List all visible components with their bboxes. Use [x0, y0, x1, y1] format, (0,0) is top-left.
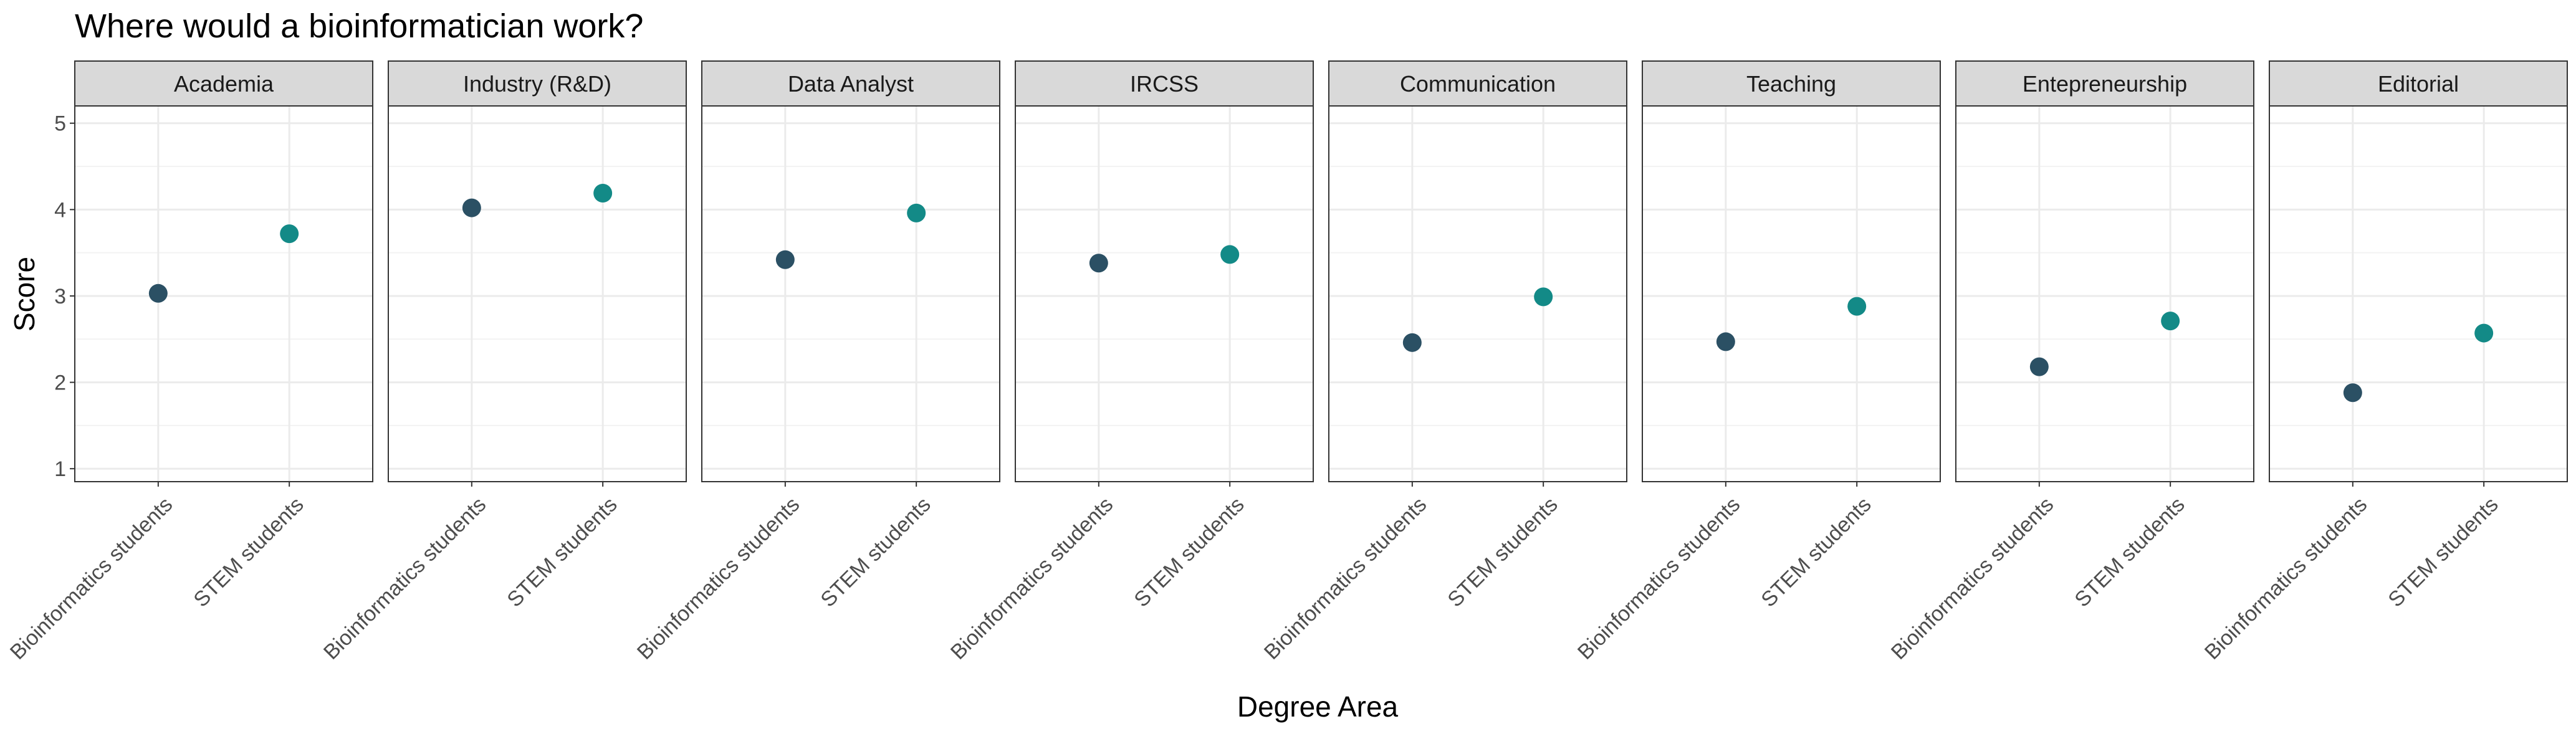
- facet-strip: [1015, 60, 1314, 107]
- x-tick-label: STEM students: [1129, 493, 1248, 612]
- facet-strip: [1955, 60, 2254, 107]
- facet-panel: Communication Bioinformatics students STEM…: [1260, 60, 1627, 664]
- data-point: [1847, 297, 1867, 316]
- x-tick-label: Bioinformatics students: [2200, 493, 2372, 664]
- y-tick-label: 3: [54, 285, 66, 308]
- facet-strip: [2269, 60, 2568, 107]
- data-point: [907, 203, 926, 222]
- facet-panel: Data Analyst Bioinformatics students STEM …: [633, 60, 1000, 664]
- x-tick-label: STEM students: [1443, 493, 1562, 612]
- y-tick-label: 4: [54, 198, 66, 222]
- data-point: [2474, 323, 2494, 343]
- facet-strip-label: IRCSS: [1130, 71, 1199, 97]
- x-tick-label: Bioinformatics students: [1887, 493, 2058, 664]
- x-tick-label: Bioinformatics students: [6, 493, 177, 664]
- data-point: [2029, 357, 2049, 376]
- facet-strip: [388, 60, 687, 107]
- facet-strip: [1642, 60, 1941, 107]
- data-point: [148, 284, 168, 303]
- y-tick-label: 5: [54, 112, 66, 136]
- panel-background: [1329, 106, 1627, 482]
- x-tick-label: STEM students: [1756, 493, 1875, 612]
- facet-panel: Industry (R&D) Bioinformatics students STE…: [319, 60, 687, 664]
- x-tick-label: STEM students: [2070, 493, 2189, 612]
- data-point: [1089, 254, 1108, 273]
- facet-strip-label: Entepreneurship: [2023, 71, 2187, 97]
- panel-background: [1642, 106, 1940, 482]
- data-point: [775, 250, 795, 269]
- x-tick-label: STEM students: [189, 493, 308, 612]
- x-tick-label: Bioinformatics students: [1260, 493, 1431, 664]
- panel-background: [1015, 106, 1313, 482]
- facet-panel: Academia Bioinformatics students STEM stud…: [6, 60, 373, 664]
- facet-strip-label: Data Analyst: [788, 71, 914, 97]
- data-point: [2343, 383, 2362, 403]
- data-point: [1402, 333, 1422, 352]
- x-axis-title: Degree Area: [1237, 690, 1399, 723]
- facet-strip: [74, 60, 373, 107]
- facet-strip: [1328, 60, 1627, 107]
- data-point: [462, 198, 481, 217]
- facet-strip-label: Teaching: [1746, 71, 1836, 97]
- facet-strip-label: Academia: [174, 71, 274, 97]
- facet-panel: Editorial Bioinformatics students STEM stu…: [2200, 60, 2568, 664]
- data-point: [1534, 287, 1553, 307]
- x-tick-label: STEM students: [2383, 493, 2502, 612]
- facet-panel: Entepreneurship Bioinformatics students ST…: [1887, 60, 2254, 664]
- facet-strip-label: Industry (R&D): [463, 71, 611, 97]
- x-tick-label: Bioinformatics students: [946, 493, 1118, 664]
- chart-title: Where would a bioinformatician work?: [75, 7, 643, 45]
- data-point: [1716, 332, 1735, 351]
- y-tick-label: 1: [54, 457, 66, 481]
- facet-strip: [701, 60, 1000, 107]
- data-point: [1220, 245, 1240, 264]
- panel-background: [702, 106, 1000, 482]
- panel-background: [1956, 106, 2254, 482]
- x-tick-label: Bioinformatics students: [633, 493, 804, 664]
- panel-background: [75, 106, 373, 482]
- facet-panel: IRCSS Bioinformatics students STEM student…: [946, 60, 1314, 664]
- y-axis-title: Score: [8, 257, 41, 331]
- x-tick-label: STEM students: [816, 493, 935, 612]
- data-point: [2161, 312, 2180, 331]
- x-tick-label: STEM students: [502, 493, 621, 612]
- x-tick-label: Bioinformatics students: [1573, 493, 1745, 664]
- y-tick-label: 2: [54, 371, 66, 395]
- facet-strip-label: Editorial: [2378, 71, 2459, 97]
- x-tick-label: Bioinformatics students: [319, 493, 491, 664]
- panel-background: [2269, 106, 2567, 482]
- data-point: [593, 184, 613, 203]
- panel-background: [388, 106, 686, 482]
- facet-panel: Teaching Bioinformatics students STEM stud…: [1573, 60, 1941, 664]
- data-point: [280, 224, 299, 244]
- facet-strip-label: Communication: [1400, 71, 1556, 97]
